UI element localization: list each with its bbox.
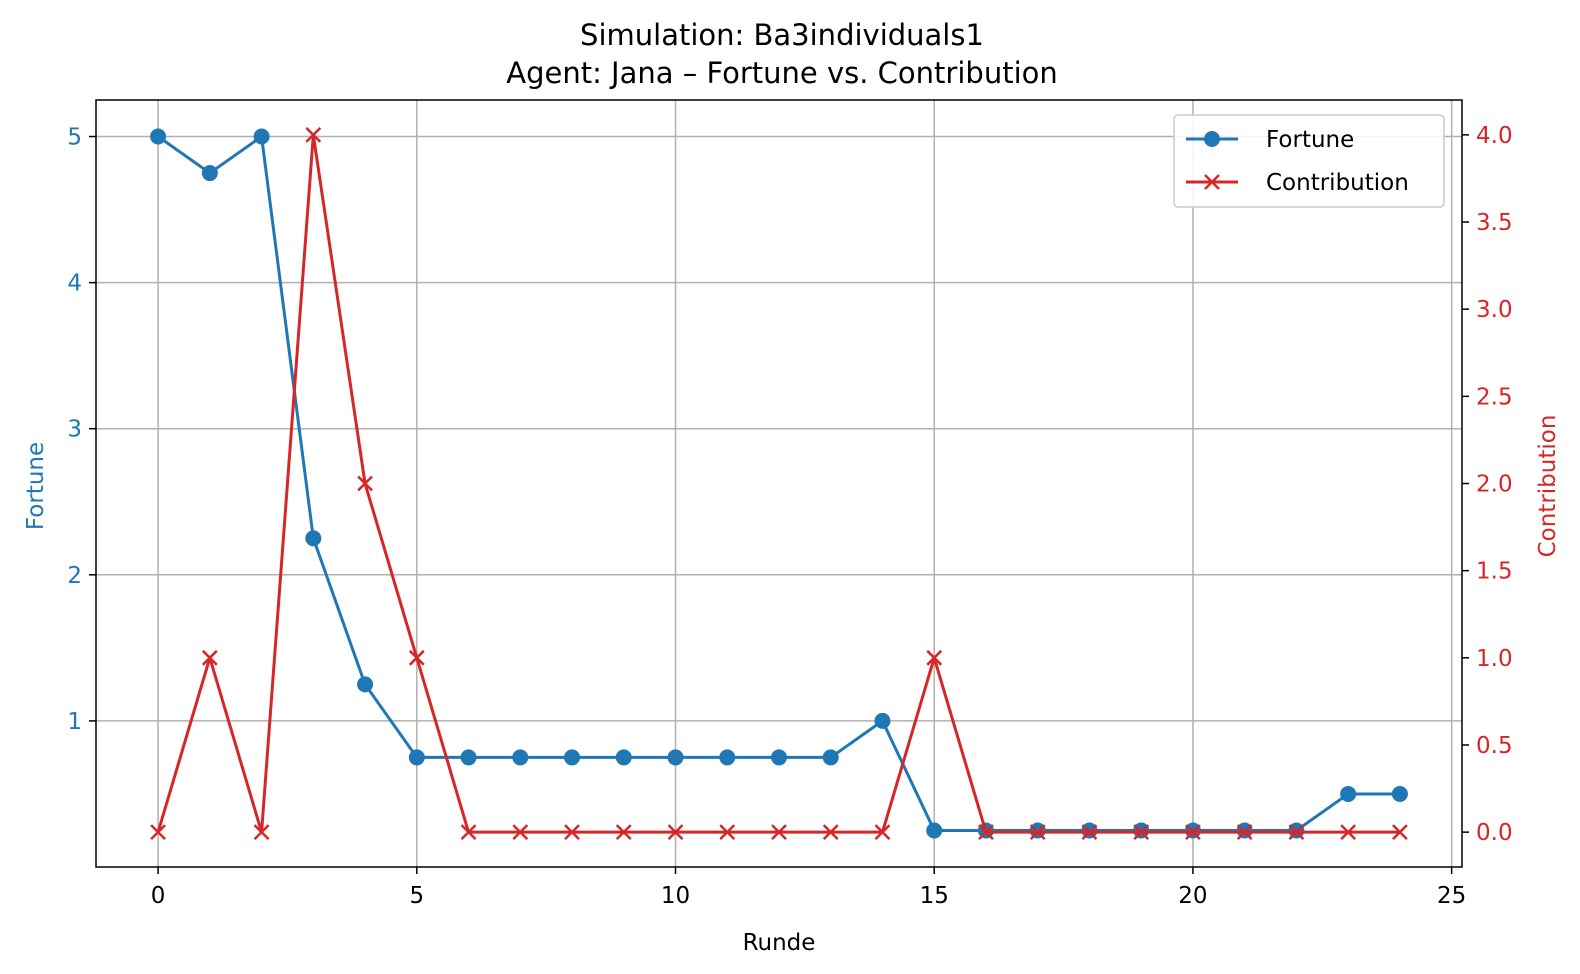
data-point-contribution <box>1392 824 1408 841</box>
plot-frame <box>95 99 1463 868</box>
data-point-fortune <box>201 165 218 182</box>
data-point-contribution <box>512 824 529 841</box>
data-point-fortune <box>719 749 736 766</box>
y-right-tick-label: 0.0 <box>1476 820 1513 846</box>
grid-lines <box>96 100 1462 867</box>
legend: Fortune Contribution <box>1173 114 1445 208</box>
data-point-contribution <box>719 824 736 841</box>
x-tick-label: 15 <box>920 883 949 909</box>
data-point-fortune <box>305 530 322 547</box>
legend-fortune-label: Fortune <box>1266 127 1354 153</box>
data-point-contribution <box>667 824 684 841</box>
x-axis-label: Runde <box>743 930 816 956</box>
y-axis-right-label: Contribution <box>1535 415 1561 558</box>
y-right-tick-label: 3.5 <box>1476 210 1513 236</box>
data-point-fortune <box>408 749 425 766</box>
series-line-fortune <box>157 135 1400 832</box>
legend-contribution-label: Contribution <box>1266 170 1409 196</box>
legend-contribution-marker <box>1204 174 1220 190</box>
legend-box <box>1173 114 1445 208</box>
data-point-contribution <box>305 126 322 143</box>
data-point-contribution <box>564 824 580 841</box>
y-left-tick-label: 4 <box>67 271 82 297</box>
y-axis-left-label: Fortune <box>23 442 49 530</box>
axis-ticks: 0 5 10 15 20 25 1 2 3 4 5 0.0 0.5 1.0 1.5 2.0 2.5 3.0 3.5 4… <box>67 123 1512 909</box>
data-point-fortune <box>512 749 529 766</box>
data-point-contribution <box>460 824 477 841</box>
data-point-contribution <box>150 824 166 841</box>
x-tick-label: 10 <box>661 883 690 909</box>
data-point-contribution <box>978 824 994 841</box>
y-left-tick-label: 5 <box>67 125 82 151</box>
data-point-fortune <box>926 822 943 839</box>
data-point-fortune <box>253 128 270 145</box>
x-tick-label: 0 <box>151 883 166 909</box>
data-point-fortune <box>771 749 787 766</box>
data-point-fortune <box>667 749 684 766</box>
y-right-tick-label: 4.0 <box>1476 123 1513 149</box>
data-point-fortune <box>1340 785 1357 802</box>
y-left-tick-label: 2 <box>67 563 82 589</box>
data-point-contribution <box>874 824 891 841</box>
legend-fortune-marker <box>1204 131 1220 147</box>
y-right-tick-label: 2.5 <box>1476 384 1513 410</box>
series-line-contribution <box>156 133 1400 834</box>
data-point-contribution <box>615 824 632 841</box>
series-layer <box>150 126 1408 841</box>
data-point-fortune <box>150 128 167 145</box>
x-tick-label: 20 <box>1178 883 1207 909</box>
data-point-contribution <box>1340 824 1357 841</box>
data-point-contribution <box>357 475 373 492</box>
x-tick-label: 25 <box>1437 883 1466 909</box>
data-point-fortune <box>1391 785 1408 802</box>
data-point-contribution <box>1133 824 1150 841</box>
chart-title-line2: Agent: Jana – Fortune vs. Contribution <box>506 56 1058 90</box>
data-point-contribution <box>408 649 425 666</box>
y-left-tick-label: 3 <box>67 417 82 443</box>
y-left-tick-label: 1 <box>67 709 82 735</box>
data-point-contribution <box>201 649 218 666</box>
x-tick-label: 5 <box>409 883 424 909</box>
y-right-tick-label: 3.0 <box>1476 297 1513 323</box>
data-point-fortune <box>822 749 839 766</box>
data-point-contribution <box>1081 824 1098 841</box>
data-point-contribution <box>1288 824 1305 841</box>
data-point-contribution <box>1029 824 1046 841</box>
data-point-fortune <box>615 749 632 766</box>
series-fortune <box>150 128 1408 839</box>
data-point-contribution <box>253 824 270 841</box>
data-point-fortune <box>460 749 477 766</box>
y-right-tick-label: 1.0 <box>1476 646 1513 672</box>
data-point-fortune <box>357 676 374 693</box>
y-right-tick-label: 0.5 <box>1476 733 1513 759</box>
data-point-fortune <box>874 712 891 729</box>
series-contribution <box>150 126 1408 841</box>
data-point-contribution <box>822 824 839 841</box>
data-point-contribution <box>1236 824 1253 841</box>
y-right-tick-label: 1.5 <box>1476 559 1513 585</box>
chart-title-line1: Simulation: Ba3individuals1 <box>580 18 984 52</box>
data-point-contribution <box>771 824 787 841</box>
data-point-fortune <box>564 749 581 766</box>
data-point-contribution <box>1185 824 1201 841</box>
y-right-tick-label: 2.0 <box>1476 472 1513 498</box>
data-point-contribution <box>926 649 943 666</box>
